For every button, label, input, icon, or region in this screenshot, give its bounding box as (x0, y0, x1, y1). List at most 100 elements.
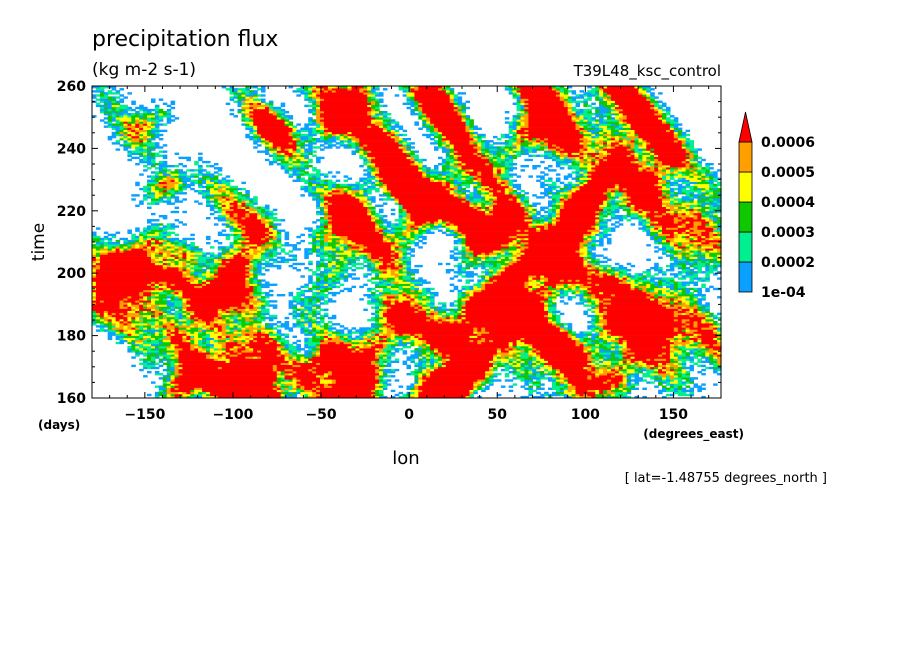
heatmap-cell (245, 385, 250, 388)
heatmap-cell (249, 325, 254, 328)
heatmap-cell (300, 383, 305, 386)
heatmap-cell (331, 381, 337, 384)
heatmap-cell (595, 371, 600, 374)
heatmap-cell (151, 366, 156, 370)
heatmap-cell (646, 364, 651, 368)
heatmap-cell (206, 373, 211, 376)
heatmap-cell (614, 379, 620, 382)
heatmap-cell (363, 358, 368, 361)
heatmap-cell (662, 348, 667, 351)
heatmap-cell (571, 379, 577, 382)
heatmap-cell (288, 377, 294, 380)
heatmap-cell (316, 341, 321, 345)
heatmap-cell (406, 319, 412, 322)
heatmap-cell (257, 381, 262, 384)
heatmap-cell (221, 391, 227, 395)
heatmap-cell (516, 325, 522, 328)
heatmap-cell (481, 329, 486, 332)
heatmap-cell (677, 323, 683, 326)
heatmap-cell (548, 343, 553, 347)
heatmap-cell (418, 325, 423, 328)
heatmap-cell (217, 395, 223, 399)
heatmap-cell (351, 373, 357, 376)
heatmap-cell (410, 385, 415, 388)
heatmap-cell (614, 333, 620, 336)
heatmap-cell (363, 327, 368, 330)
heatmap-cell (304, 381, 309, 384)
heatmap-cell (371, 348, 376, 351)
heatmap-cell (520, 333, 526, 336)
heatmap-cell (359, 383, 364, 386)
heatmap-cell (198, 383, 203, 386)
heatmap-cell (323, 395, 329, 399)
heatmap-cell (158, 331, 164, 334)
heatmap-cell (390, 319, 396, 322)
heatmap-cell (457, 331, 463, 334)
heatmap-cell (202, 385, 207, 388)
heatmap-cell (713, 323, 718, 326)
heatmap-cell (194, 335, 199, 338)
heatmap-cell (375, 373, 380, 376)
heatmap-cell (261, 352, 266, 355)
heatmap-cell (151, 350, 156, 353)
heatmap-cell (634, 358, 640, 361)
heatmap-cell (190, 356, 195, 359)
heatmap-cell (422, 368, 427, 372)
heatmap-cell (284, 393, 290, 397)
heatmap-cell (323, 391, 329, 395)
heatmap-cell (575, 354, 581, 357)
heatmap-cell (261, 368, 266, 372)
heatmap-cell (587, 337, 592, 341)
heatmap-cell (237, 373, 243, 376)
heatmap-cell (253, 348, 258, 351)
heatmap-cell (382, 364, 388, 368)
heatmap-cell (182, 373, 187, 376)
heatmap-cell (599, 323, 604, 326)
heatmap-cell (261, 379, 266, 382)
heatmap-cell (426, 346, 431, 349)
heatmap-cell (489, 348, 494, 351)
heatmap-cell (567, 356, 573, 359)
heatmap-cell (265, 354, 270, 357)
heatmap-cell (158, 323, 164, 326)
heatmap-cell (477, 341, 482, 345)
heatmap-cell (481, 321, 486, 324)
heatmap-cell (206, 387, 211, 390)
heatmap-cell (386, 327, 392, 330)
heatmap-cell (669, 354, 675, 357)
heatmap-cell (457, 354, 463, 357)
heatmap-cell (634, 333, 640, 336)
heatmap-cell (418, 331, 423, 334)
heatmap-cell (528, 333, 533, 336)
heatmap-cell (646, 339, 651, 343)
heatmap-cell (461, 381, 467, 384)
heatmap-cell (618, 368, 624, 372)
heatmap-cell (697, 354, 702, 357)
heatmap-cell (713, 325, 718, 328)
heatmap-cell (520, 385, 526, 388)
heatmap-cell (453, 375, 459, 378)
heatmap-cell (567, 381, 573, 384)
heatmap-cell (221, 373, 227, 376)
heatmap-cell (182, 319, 187, 322)
heatmap-cell (650, 350, 655, 353)
heatmap-cell (469, 371, 474, 374)
heatmap-cell (614, 368, 620, 372)
heatmap-cell (618, 350, 624, 353)
heatmap-cell (638, 346, 643, 349)
heatmap-cell (371, 360, 376, 363)
heatmap-cell (194, 381, 199, 384)
heatmap-cell (406, 321, 412, 324)
heatmap-cell (284, 383, 290, 386)
heatmap-cell (284, 387, 290, 390)
heatmap-cell (445, 385, 451, 388)
heatmap-cell (190, 375, 195, 378)
heatmap-cell (685, 356, 691, 359)
heatmap-cell (174, 352, 180, 355)
heatmap-cell (426, 383, 431, 386)
heatmap-cell (209, 364, 215, 368)
heatmap-cell (662, 321, 667, 324)
heatmap-cell (178, 364, 184, 368)
heatmap-cell (697, 339, 702, 343)
heatmap-cell (331, 364, 337, 368)
